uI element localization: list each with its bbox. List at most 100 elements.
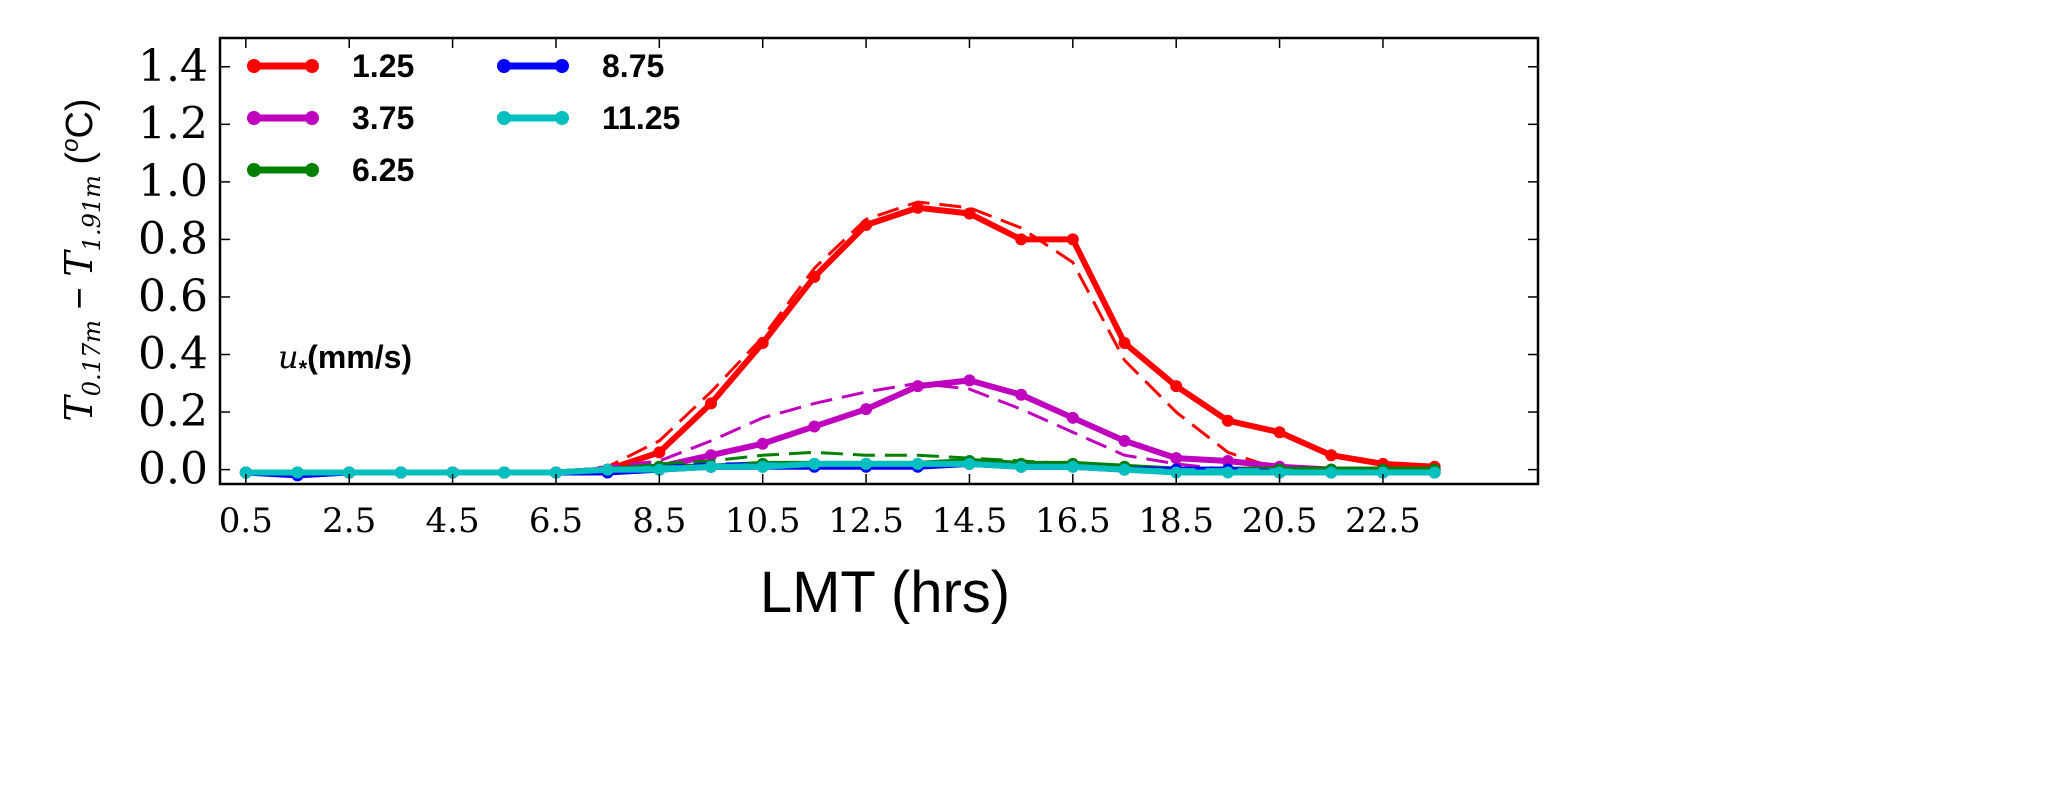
y-tick-label: 0.4	[138, 329, 208, 380]
y-label-sub1: 0.17m	[78, 320, 106, 396]
series-1-25-point	[963, 207, 976, 220]
legend-item: 6.25	[247, 152, 414, 188]
annotation-text: (mm/s)	[307, 339, 412, 375]
series-11-25-point	[1428, 466, 1441, 479]
annotation-symbol: u	[278, 338, 299, 376]
annotation-sub: *	[299, 356, 308, 381]
legend-label: 6.25	[352, 152, 414, 188]
series-1-25-point	[860, 219, 873, 232]
series-3-75-point	[756, 437, 769, 450]
legend-item: 8.75	[497, 48, 664, 84]
y-tick-label: 0.2	[138, 386, 208, 437]
series-1-25-point	[1118, 337, 1131, 350]
y-tick-label: 1.4	[138, 41, 208, 92]
series-11-25-point	[1015, 460, 1028, 473]
y-label-sub2: 1.91m	[78, 175, 106, 251]
x-tick-label: 14.5	[932, 501, 1008, 541]
x-tick-label: 22.5	[1345, 501, 1421, 541]
series-1-25-fit-line	[245, 200, 1435, 474]
series-3-75-point	[963, 374, 976, 387]
series-3-75-point	[1221, 454, 1234, 467]
series-1-25-line	[245, 204, 1435, 476]
x-tick-label: 6.5	[529, 501, 583, 541]
x-tick-label: 12.5	[828, 501, 904, 541]
legend: 1.25 3.75 6.25 8.75 11.25	[247, 48, 680, 188]
series-1-25-point	[1015, 233, 1028, 246]
series-3-75-point	[1066, 411, 1079, 424]
y-axis-label: T0.17m − T1.91m (oC)	[57, 98, 106, 421]
y-tick-label: 0.6	[138, 271, 208, 322]
legend-label: 8.75	[602, 48, 664, 84]
series-3-75-point	[1170, 452, 1183, 465]
series-11-25-point	[1376, 466, 1389, 479]
series-11-25-point	[343, 466, 356, 479]
series-11-25-point	[549, 466, 562, 479]
legend-swatch-marker	[305, 163, 319, 177]
y-label-degree: o	[57, 139, 84, 152]
series-1-25	[239, 200, 1441, 479]
legend-swatch-marker	[555, 59, 569, 73]
series-1-25-point	[911, 201, 924, 214]
x-tick-label: 18.5	[1138, 501, 1214, 541]
series-layer	[239, 200, 1441, 482]
series-11-25-point	[1118, 463, 1131, 476]
series-11-25-point	[498, 466, 511, 479]
x-tick-label: 8.5	[632, 501, 686, 541]
y-tick-label: 0.0	[138, 444, 208, 495]
series-11-25-point	[1273, 466, 1286, 479]
legend-swatch-marker	[555, 111, 569, 125]
series-1-25-point	[1066, 233, 1079, 246]
series-11-25	[239, 457, 1441, 479]
series-1-25-point	[705, 397, 718, 410]
legend-swatch-marker	[247, 163, 261, 177]
legend-swatch-marker	[247, 59, 261, 73]
series-11-25-point	[756, 460, 769, 473]
legend-label: 3.75	[352, 100, 414, 136]
series-11-25-point	[860, 457, 873, 470]
y-label-var1: T	[57, 394, 101, 422]
x-axis-label: LMT (hrs)	[760, 560, 1010, 625]
series-3-75-point	[1118, 434, 1131, 447]
series-3-75-point	[1015, 388, 1028, 401]
series-3-75-point	[808, 420, 821, 433]
ustar-annotation: u*(mm/s)	[278, 338, 412, 381]
series-1-25-point	[1273, 426, 1286, 439]
series-11-25-point	[911, 457, 924, 470]
legend-label: 1.25	[352, 48, 414, 84]
series-11-25-point	[239, 466, 252, 479]
series-1-25-point	[1221, 414, 1234, 427]
series-11-25-point	[601, 463, 614, 476]
series-11-25-point	[1170, 466, 1183, 479]
series-11-25-point	[291, 466, 304, 479]
series-11-25-point	[1066, 460, 1079, 473]
y-label-unit-open: (	[59, 152, 101, 176]
y-label-minus: −	[59, 277, 101, 320]
x-tick-label: 4.5	[426, 501, 480, 541]
series-3-75-point	[911, 380, 924, 393]
legend-item: 3.75	[247, 100, 414, 136]
legend-swatch-marker	[497, 59, 511, 73]
series-1-25-point	[653, 446, 666, 459]
series-11-25-point	[963, 457, 976, 470]
x-axis: 0.5 2.5 4.5 6.5 8.5 10.5 12.5 14.5 16.5 18.5 20.5 2…	[219, 38, 1421, 541]
x-tick-label: 10.5	[725, 501, 801, 541]
series-1-25-point	[1170, 380, 1183, 393]
legend-label: 11.25	[602, 100, 680, 136]
x-tick-label: 16.5	[1035, 501, 1111, 541]
y-tick-label: 0.8	[138, 213, 208, 264]
legend-swatch-marker	[497, 111, 511, 125]
legend-item: 1.25	[247, 48, 414, 84]
x-tick-label: 2.5	[322, 501, 376, 541]
series-11-25-point	[446, 466, 459, 479]
y-tick-label: 1.2	[138, 98, 208, 149]
legend-swatch-marker	[305, 59, 319, 73]
series-3-75-point	[705, 449, 718, 462]
series-1-25-point	[1325, 449, 1338, 462]
y-tick-label: 1.0	[138, 156, 208, 207]
series-1-25-point	[808, 270, 821, 283]
x-tick-label: 20.5	[1242, 501, 1318, 541]
series-11-25-point	[705, 460, 718, 473]
y-axis: 0.0 0.2 0.4 0.6 0.8 1.0 1.2 1.4	[138, 41, 1538, 495]
series-11-25-point	[653, 463, 666, 476]
